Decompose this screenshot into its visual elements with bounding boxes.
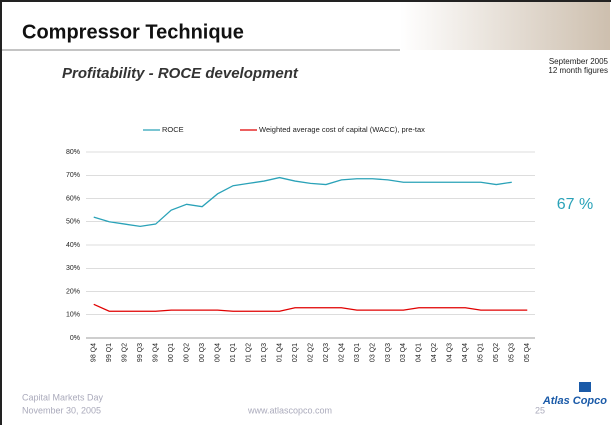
header-photo — [400, 2, 610, 50]
y-tick-label: 40% — [66, 242, 80, 249]
y-tick-label: 20% — [66, 288, 80, 295]
x-tick-label: 01 Q2 — [245, 343, 252, 362]
x-tick-label: 02 Q3 — [323, 343, 330, 362]
y-tick-label: 70% — [66, 172, 80, 179]
x-tick-label: 04 Q1 — [416, 343, 423, 362]
x-tick-label: 04 Q2 — [431, 343, 438, 362]
x-tick-label: 99 Q4 — [153, 343, 160, 362]
slide: Compressor Technique Profitability - ROC… — [0, 0, 611, 425]
logo: Atlas Copco — [542, 395, 607, 407]
x-tick-label: 04 Q4 — [462, 343, 469, 362]
date: September 2005 — [549, 57, 609, 66]
x-tick-label: 00 Q2 — [183, 343, 190, 362]
legend-label: ROCE — [162, 125, 184, 134]
y-tick-label: 30% — [66, 265, 80, 272]
annotation: 67 % — [557, 196, 593, 213]
y-tick-label: 0% — [70, 335, 80, 342]
x-tick-label: 05 Q3 — [509, 343, 516, 362]
x-tick-label: 03 Q2 — [369, 343, 376, 362]
x-tick-label: 02 Q4 — [338, 343, 345, 362]
x-tick-label: 02 Q2 — [307, 343, 314, 362]
slide-subtitle: Profitability - ROCE development — [62, 65, 299, 82]
y-tick-label: 50% — [66, 219, 80, 226]
x-tick-label: 98 Q4 — [91, 343, 98, 362]
x-tick-label: 04 Q3 — [447, 343, 454, 362]
x-tick-label: 00 Q4 — [214, 343, 221, 362]
x-tick-label: 99 Q2 — [122, 343, 129, 362]
x-tick-label: 03 Q3 — [385, 343, 392, 362]
footer-date: November 30, 2005 — [22, 405, 101, 415]
x-tick-label: 01 Q4 — [276, 343, 283, 362]
x-tick-label: 02 Q1 — [292, 343, 299, 362]
footer-event: Capital Markets Day — [22, 392, 104, 402]
x-tick-label: 99 Q1 — [106, 343, 113, 362]
x-tick-label: 01 Q3 — [261, 343, 268, 362]
x-tick-label: 03 Q1 — [354, 343, 361, 362]
legend-label: Weighted average cost of capital (WACC),… — [259, 125, 425, 134]
x-tick-label: 05 Q1 — [478, 343, 485, 362]
footer-website: www.atlascopco.com — [247, 405, 332, 415]
x-tick-label: 05 Q2 — [493, 343, 500, 362]
x-tick-label: 00 Q3 — [199, 343, 206, 362]
y-tick-label: 80% — [66, 149, 80, 156]
y-tick-label: 10% — [66, 312, 80, 319]
period: 12 month figures — [548, 66, 608, 75]
x-tick-label: 03 Q4 — [400, 343, 407, 362]
x-tick-label: 05 Q4 — [524, 343, 531, 362]
x-tick-label: 01 Q1 — [230, 343, 237, 362]
slide-title: Compressor Technique — [22, 21, 244, 43]
logo-mark — [579, 382, 591, 392]
x-tick-label: 99 Q3 — [137, 343, 144, 362]
y-tick-label: 60% — [66, 195, 80, 202]
x-tick-label: 00 Q1 — [168, 343, 175, 362]
